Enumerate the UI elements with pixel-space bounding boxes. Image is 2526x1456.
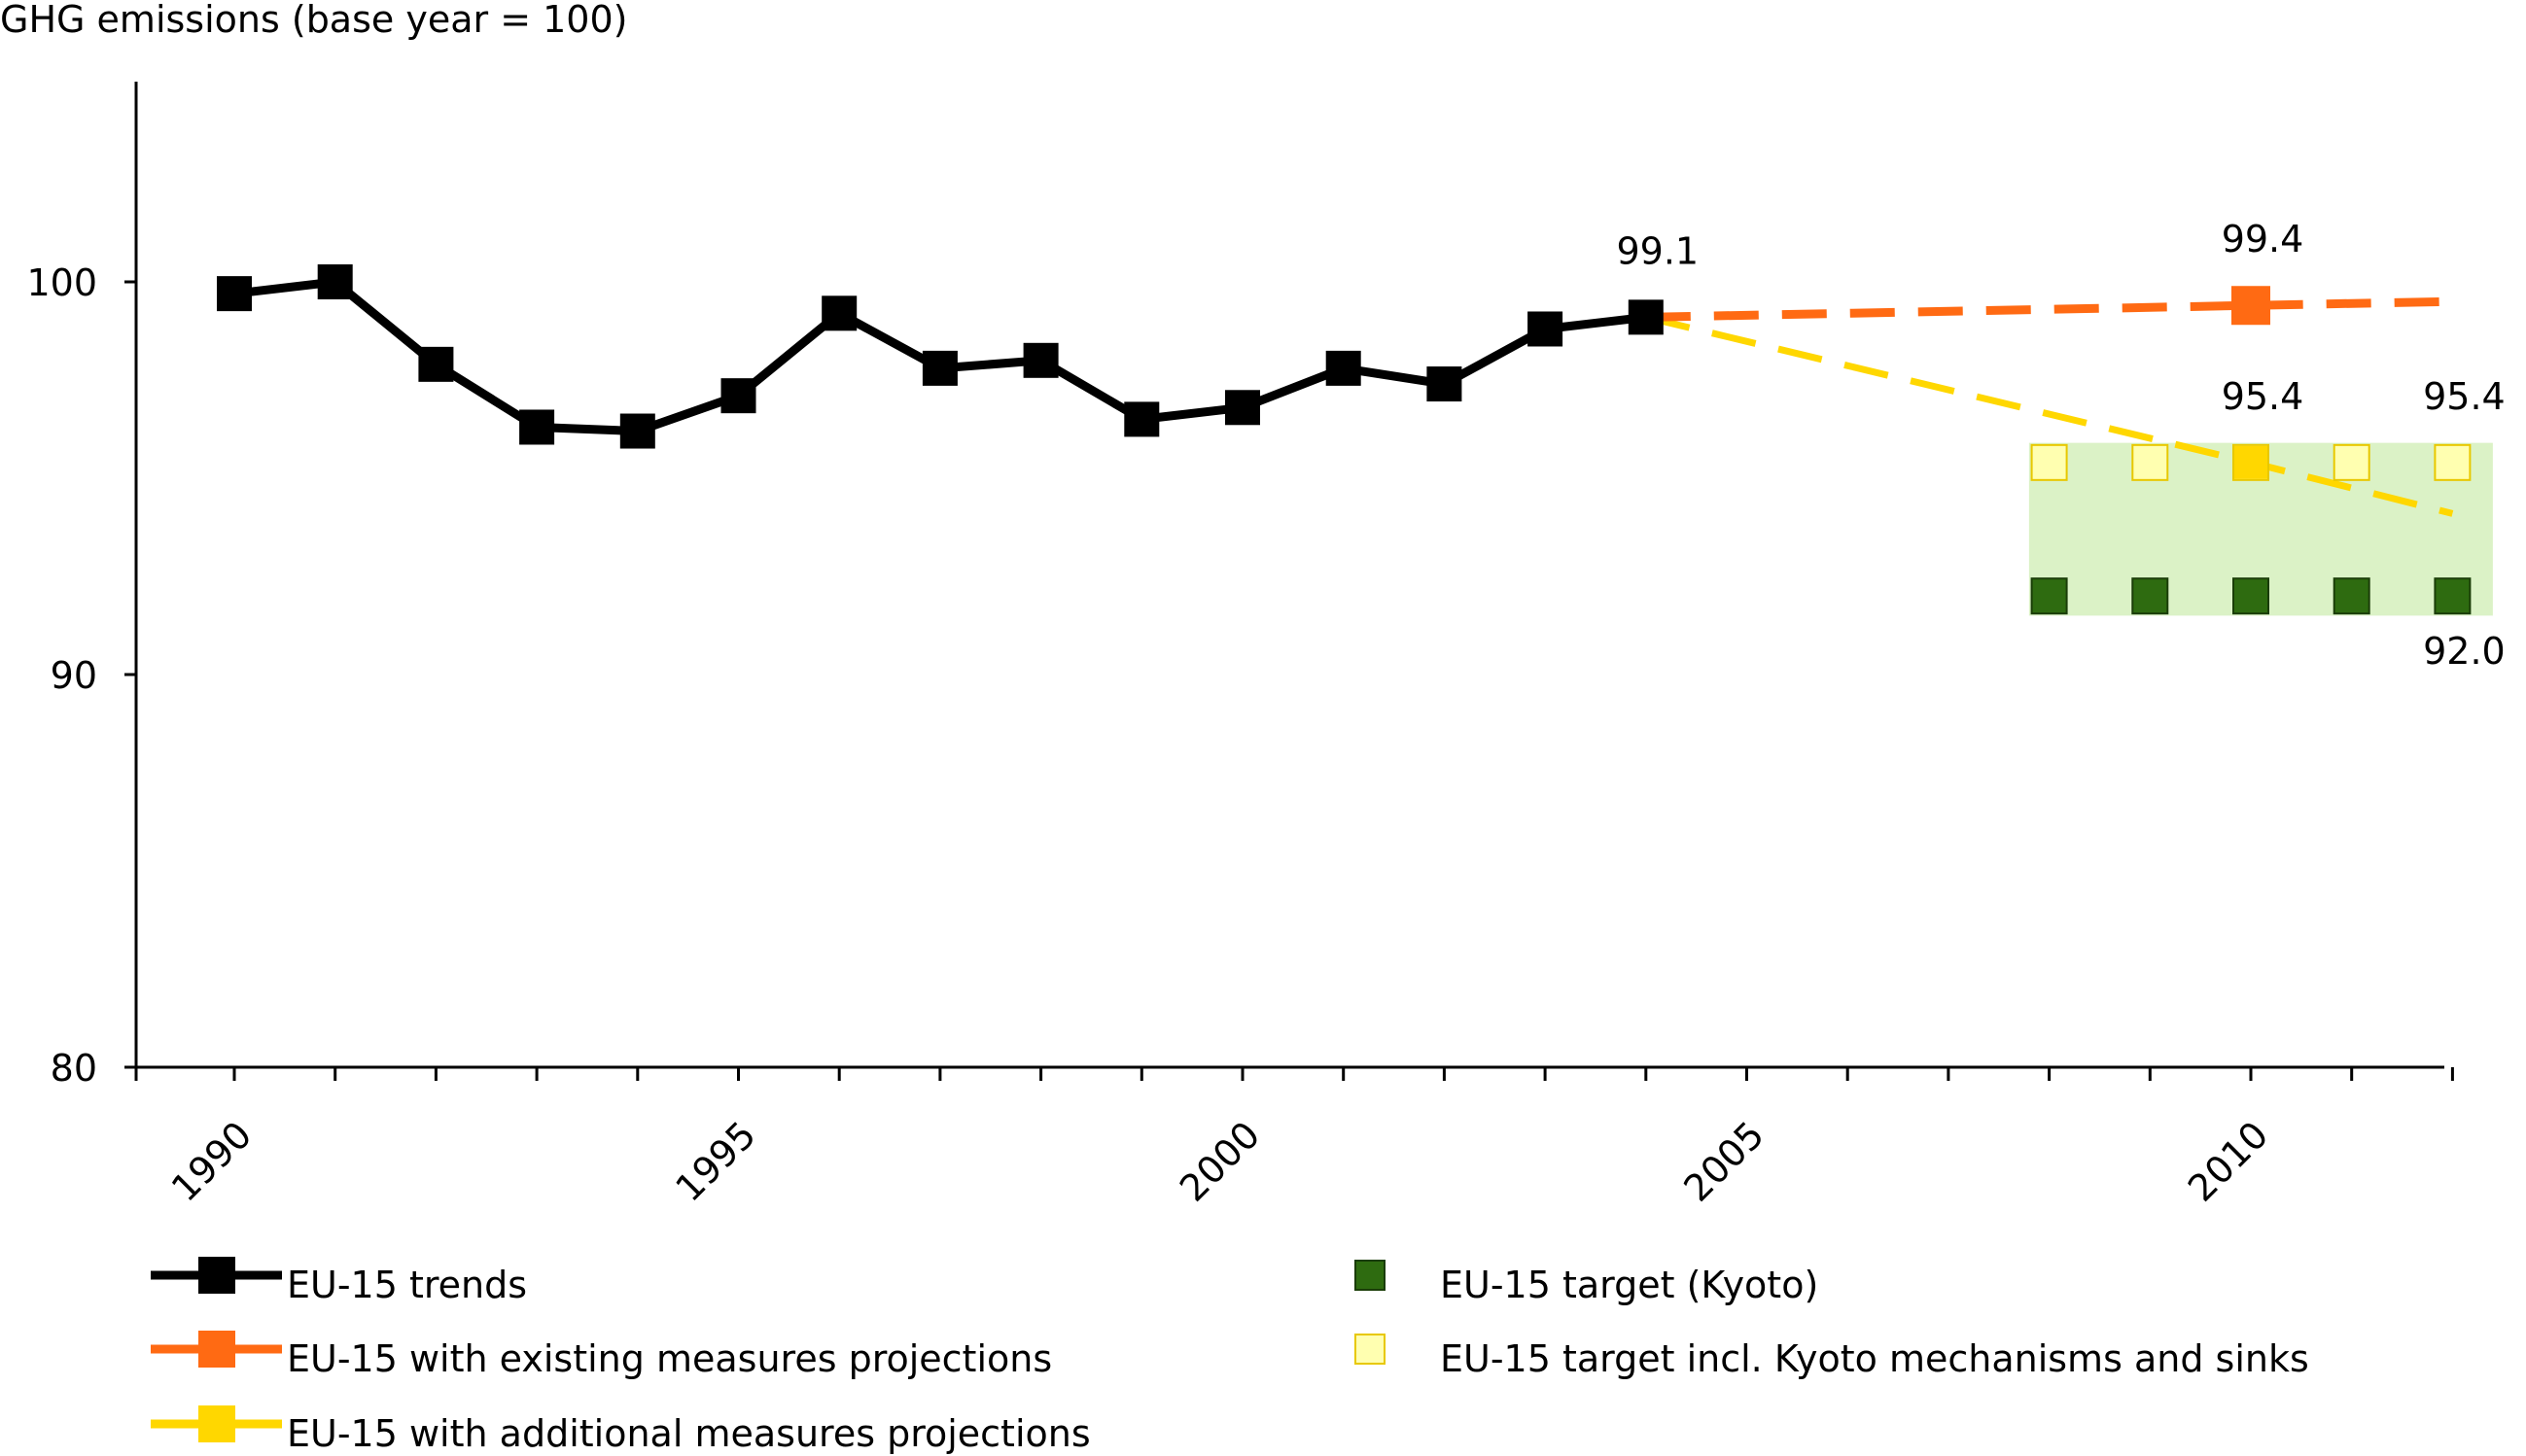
legend-item-kyoto-mech: EU-15 target incl. Kyoto mechanisms and … [1354,1334,2309,1380]
trends-marker [1426,366,1462,402]
trends-marker [720,378,756,414]
trends-marker [1527,311,1563,347]
legend-item-trends: EU-15 trends [151,1257,527,1306]
y-ticks: 80 90 100 [26,261,136,1090]
legend-item-kyoto: EU-15 target (Kyoto) [1354,1260,1818,1306]
kyoto-target-marker [2030,577,2068,615]
legend-additional-marker [198,1405,235,1442]
legend-additional-label: EU-15 with additional measures projectio… [287,1412,1091,1455]
annotation-layer: 99.1 99.4 95.4 95.4 92.0 [1616,218,2505,673]
data-label: 92.0 [2423,630,2506,673]
trends-marker [418,346,454,382]
kyoto-mech-target-marker [2131,443,2169,481]
legend-kyoto-label: EU-15 target (Kyoto) [1440,1264,1818,1306]
data-label: 99.4 [2222,218,2304,260]
y-tick-label: 80 [51,1047,97,1090]
kyoto-target-marker [2333,577,2370,615]
trends-marker [1124,401,1160,437]
y-tick-label: 90 [51,654,97,697]
data-label: 99.1 [1616,229,1699,272]
kyoto-mech-target-marker [2434,443,2472,481]
legend-kyoto-mech-label: EU-15 target incl. Kyoto mechanisms and … [1440,1337,2309,1380]
trends-marker [619,413,655,449]
x-tick-label: 2000 [1172,1113,1269,1210]
legend-existing-label: EU-15 with existing measures projections [287,1337,1052,1380]
legend: EU-15 trends EU-15 with existing measure… [151,1257,2309,1455]
kyoto-target-marker [2131,577,2169,615]
trends-marker [922,350,958,386]
kyoto-mech-target-marker [2030,443,2068,481]
legend-item-additional: EU-15 with additional measures projectio… [151,1405,1091,1455]
trends-marker [519,409,555,445]
data-label: 95.4 [2222,375,2304,418]
x-tick-label: 1995 [667,1113,764,1210]
x-ticks: 1990 1995 2000 2005 2010 [134,1067,2454,1210]
trends-marker [317,264,353,299]
legend-trends-marker [198,1257,235,1294]
axes [134,82,2444,1069]
trends-marker [1325,350,1361,386]
trends-marker [1023,342,1059,378]
existing-measures-line [1645,296,2453,322]
trends-marker [217,276,252,312]
chart-title: GHG emissions (base year = 100) [0,0,627,41]
data-label: 95.4 [2423,375,2506,418]
series-layer [217,264,2472,615]
trends-marker [1225,390,1260,426]
y-tick-label: 100 [26,261,97,304]
legend-trends-label: EU-15 trends [287,1264,527,1306]
x-tick-label: 1990 [163,1113,261,1210]
legend-existing-marker [198,1331,235,1368]
legend-kyoto-marker [1354,1260,1386,1291]
legend-item-existing: EU-15 with existing measures projections [151,1331,1052,1380]
trends-marker [822,295,858,331]
additional-measures-marker [2234,445,2267,479]
existing-measures-marker [2231,286,2270,326]
legend-kyoto-mech-marker [1354,1334,1386,1365]
kyoto-mech-target-marker [2333,443,2370,481]
kyoto-target-marker [2434,577,2472,615]
x-tick-label: 2005 [1675,1113,1772,1210]
kyoto-target-marker [2232,577,2269,615]
x-tick-label: 2010 [2180,1113,2277,1210]
trends-marker [1628,299,1664,335]
